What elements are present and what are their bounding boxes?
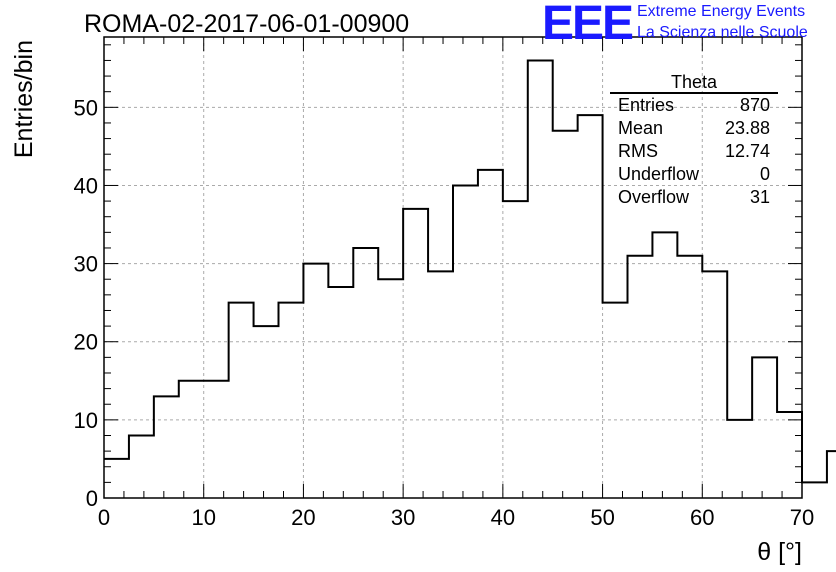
x-tick-label: 30 [391, 505, 415, 530]
histogram-bin [802, 482, 827, 498]
y-tick-label: 20 [74, 330, 98, 355]
histogram-bin [702, 271, 727, 498]
stat-label: Underflow [618, 164, 700, 184]
stat-row-entries: Entries 870 [610, 94, 778, 117]
histogram-bin [503, 201, 528, 498]
x-tick-label: 0 [98, 505, 110, 530]
histogram-bin [229, 303, 254, 498]
histogram-bin [428, 271, 453, 498]
stat-row-underflow: Underflow 0 [610, 163, 778, 186]
histogram-bin [578, 115, 603, 498]
histogram-bin [104, 459, 129, 498]
stat-row-mean: Mean 23.88 [610, 117, 778, 140]
x-tick-label: 20 [291, 505, 315, 530]
histogram-bin [777, 412, 802, 498]
stat-value: 870 [739, 95, 770, 115]
histogram-bin [752, 357, 777, 498]
stat-label: RMS [618, 141, 658, 161]
stat-value: 31 [749, 187, 770, 207]
stat-value: 12.74 [724, 141, 770, 161]
x-tick-label: 70 [790, 505, 814, 530]
logo-line-1: Extreme Energy Events [637, 3, 806, 20]
histogram-title: ROMA-02-2017-06-01-00900 [84, 10, 410, 38]
histogram-bin [603, 303, 628, 498]
y-axis-label: Entries/bin [10, 40, 38, 158]
histogram-bin [328, 287, 353, 498]
histogram-outline [104, 59, 836, 484]
x-tick-label: 40 [491, 505, 515, 530]
plot-frame [103, 36, 803, 499]
histogram-bin [353, 248, 378, 498]
histogram-bin [478, 170, 503, 498]
x-tick-label: 60 [690, 505, 714, 530]
histogram-bin [204, 381, 229, 498]
stat-value: 23.88 [724, 118, 770, 138]
histogram-bin [403, 209, 428, 498]
stat-value: 0 [759, 164, 770, 184]
histogram-bin [303, 264, 328, 498]
stat-label: Overflow [618, 187, 690, 207]
stats-title: Theta [610, 70, 778, 94]
histogram-bin [179, 381, 204, 498]
histogram-bin [628, 256, 653, 498]
stat-row-overflow: Overflow 31 [610, 186, 778, 209]
stat-label: Entries [618, 95, 675, 115]
histogram-bin [528, 60, 553, 498]
stat-row-rms: RMS 12.74 [610, 140, 778, 163]
y-tick-label: 0 [86, 486, 98, 511]
eee-logo-mark: EEE [542, 0, 634, 50]
histogram-bin [727, 420, 752, 498]
histogram-bin [652, 232, 677, 498]
histogram-bin [154, 396, 179, 498]
logo-line-2: La Scienza nelle Scuole [637, 24, 808, 41]
histogram-bin [254, 326, 279, 498]
histogram-bin [677, 256, 702, 498]
stat-label: Mean [618, 118, 664, 138]
histogram-bin [279, 303, 304, 498]
x-tick-label: 10 [191, 505, 215, 530]
y-tick-label: 10 [74, 408, 98, 433]
histogram-bin [827, 451, 836, 498]
x-axis-label: θ [°] [757, 538, 802, 566]
histogram-bin [129, 435, 154, 498]
y-tick-label: 30 [74, 252, 98, 277]
y-tick-label: 50 [74, 95, 98, 120]
histogram-bin [378, 279, 403, 498]
stats-box: Theta Entries 870 Mean 23.88 RMS 12.74 U… [610, 70, 778, 209]
y-tick-label: 40 [74, 173, 98, 198]
x-tick-label: 50 [590, 505, 614, 530]
